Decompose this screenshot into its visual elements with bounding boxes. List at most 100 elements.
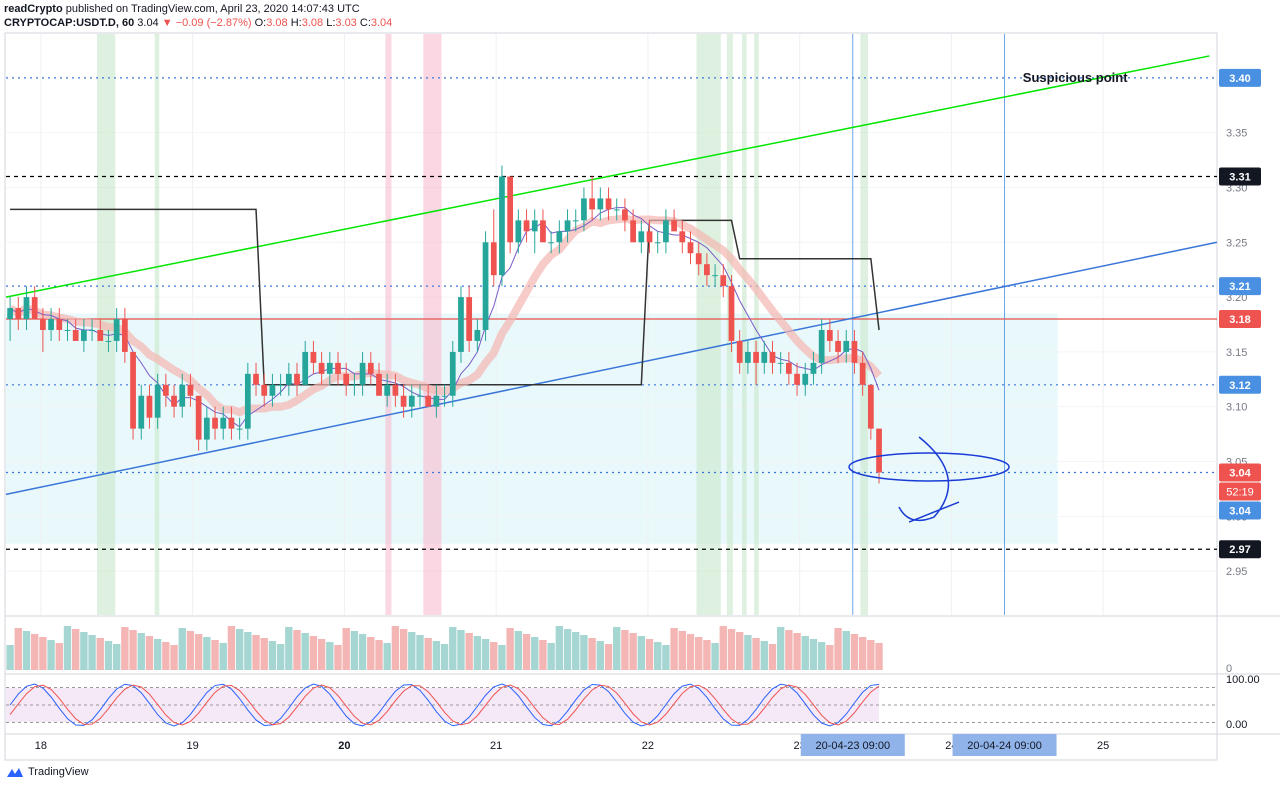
candle-body: [244, 373, 251, 429]
volume-bar: [317, 639, 326, 670]
candle-body: [654, 242, 661, 244]
candle-body: [810, 362, 817, 374]
volume-bar: [153, 639, 162, 670]
y-tick-label: 3.15: [1226, 347, 1247, 359]
candle-body: [121, 319, 128, 352]
highlight-band: [754, 34, 759, 615]
candle-body: [326, 362, 333, 374]
volume-bar: [858, 637, 867, 670]
volume-bar: [350, 631, 359, 670]
low-value: 3.03: [335, 17, 357, 29]
volume-bar: [539, 640, 547, 670]
candle-body: [449, 351, 456, 396]
close-value: 3.04: [370, 17, 393, 29]
price-label-bg: [1219, 167, 1261, 186]
candle-body: [7, 308, 13, 320]
candle-body: [671, 220, 677, 232]
price-label-bg: [1219, 277, 1261, 296]
candle-body: [23, 297, 30, 320]
volume-bar: [121, 627, 129, 670]
volume-bar: [358, 634, 367, 670]
volume-bar: [260, 638, 268, 670]
volume-bar: [80, 632, 88, 670]
candle-body: [89, 329, 95, 331]
volume-bar: [875, 643, 883, 670]
date-label-bg: [800, 734, 905, 756]
candle-body: [466, 297, 473, 341]
candle-body: [736, 340, 743, 363]
candle-body: [687, 242, 694, 254]
volume-bar: [449, 627, 457, 670]
footer: TradingView: [6, 766, 89, 778]
volume-bar: [47, 640, 55, 670]
volume-bar: [55, 643, 63, 670]
volume-bar: [22, 631, 31, 670]
highlight-band: [423, 34, 442, 615]
volume-bar: [547, 643, 555, 670]
candle-body: [876, 428, 882, 473]
y-tick-label: 3.25: [1226, 237, 1247, 249]
tradingview-logo-icon: [7, 767, 23, 777]
volume-bar: [162, 642, 170, 670]
footer-brand[interactable]: TradingView: [28, 766, 89, 778]
volume-bar: [695, 637, 703, 670]
volume-bar: [14, 628, 22, 670]
volume-bar: [678, 631, 686, 670]
volume-bar: [531, 637, 539, 670]
candle-body: [507, 176, 514, 243]
candle-body: [482, 242, 489, 330]
price-label: 3.21: [1229, 281, 1250, 293]
volume-bar: [440, 644, 449, 670]
oscillator-top-label: 100.00: [1226, 674, 1260, 686]
candle-body: [367, 362, 374, 374]
candle-body: [777, 362, 784, 364]
volume-bar: [826, 645, 834, 670]
candle-body: [15, 308, 22, 320]
date-label: 20-04-24 09:00: [967, 740, 1042, 752]
trendline-lower: [5, 241, 1218, 496]
volume-bar: [490, 642, 498, 670]
x-tick-label: 25: [1097, 740, 1109, 752]
volume-bar: [744, 635, 752, 670]
volume-bar: [580, 635, 588, 670]
candle-body: [179, 384, 186, 407]
stoch-k-line: [9, 683, 880, 727]
volume-bar: [104, 641, 113, 670]
candle-body: [220, 417, 227, 429]
candle-body: [285, 373, 292, 385]
volume-bar: [375, 640, 383, 670]
volume-bar: [662, 645, 670, 670]
highlight-band: [385, 34, 392, 615]
author-name[interactable]: readCrypto: [4, 3, 63, 15]
candle-body: [548, 242, 555, 244]
candle-body: [638, 231, 645, 243]
candle-body: [48, 319, 54, 330]
volume-bar: [39, 637, 47, 670]
open-value: 3.08: [266, 17, 288, 29]
volume-bar: [252, 635, 260, 670]
hand-ellipse: [848, 452, 1010, 482]
hand-arrow: [898, 436, 960, 523]
volume-bar: [776, 627, 785, 670]
volume-bar: [817, 642, 826, 670]
volume-bar: [604, 644, 613, 670]
candle-body: [843, 340, 850, 352]
price-label: 3.18: [1229, 314, 1250, 326]
volume-bar: [88, 635, 96, 670]
volume-bar: [31, 634, 39, 670]
candle-body: [318, 362, 325, 374]
price-label: 3.04: [1229, 467, 1251, 479]
volume-bar: [506, 628, 514, 670]
volume-bar: [637, 636, 646, 670]
candle-body: [64, 329, 71, 331]
volume-bar: [63, 626, 72, 670]
candle-body: [212, 417, 218, 429]
high-label: H:: [290, 17, 302, 29]
candle-body: [859, 362, 866, 385]
candle-body: [130, 351, 136, 429]
candle-body: [794, 373, 800, 385]
volume-bar: [793, 633, 801, 670]
volume-bar: [424, 638, 432, 670]
volume-bar: [432, 641, 441, 670]
